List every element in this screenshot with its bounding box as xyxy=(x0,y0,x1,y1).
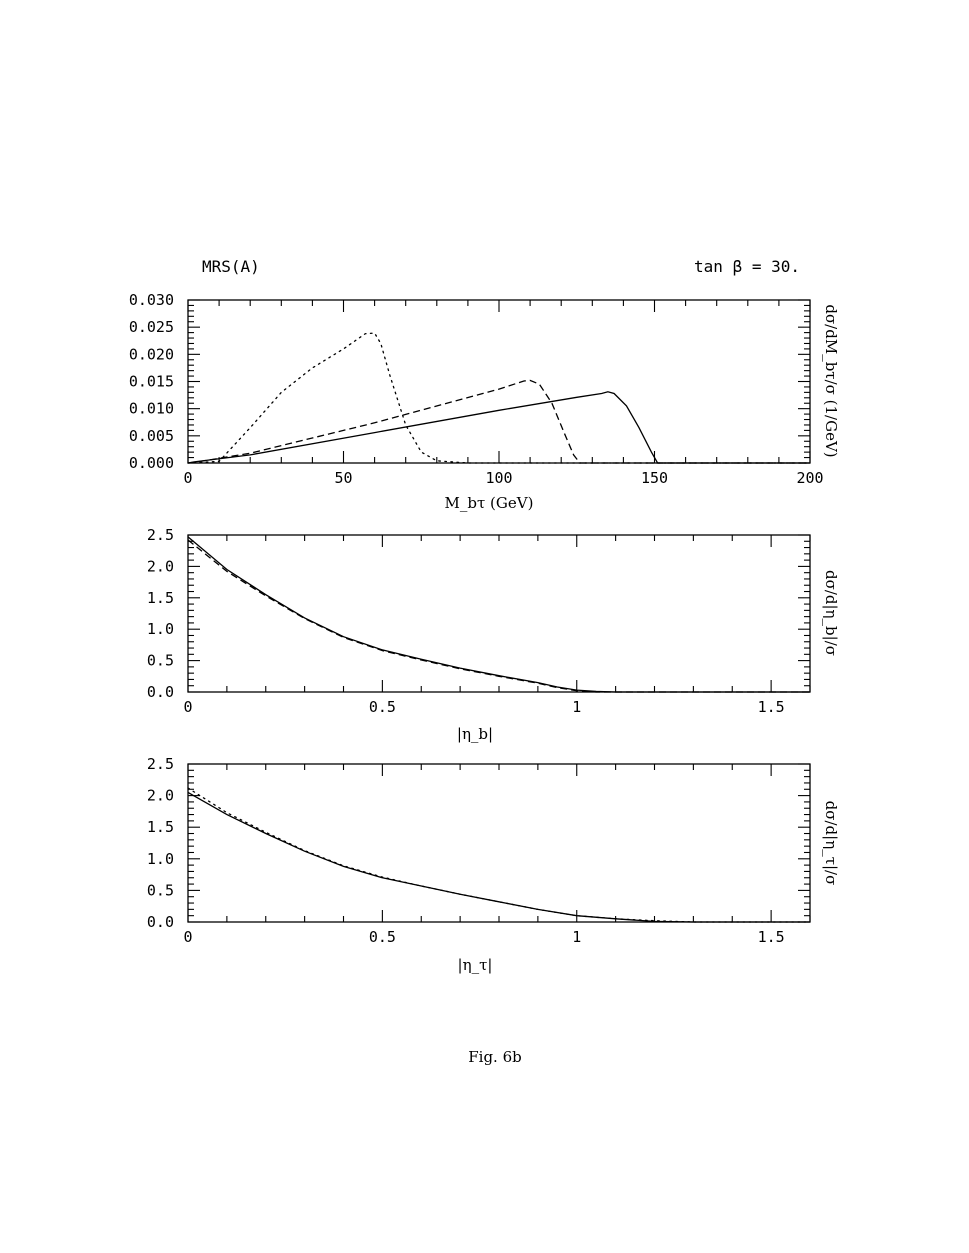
y-tick-label: 1.0 xyxy=(147,850,174,868)
plot-frame xyxy=(187,299,811,464)
axes: 0 50 100 150 200 0.000 0.005 0.010 0.015 0.020 0.0… xyxy=(129,291,824,487)
x-tick-label: 0 xyxy=(183,469,192,487)
x-tick-label: 150 xyxy=(641,469,668,487)
y-tick-label: 0.025 xyxy=(129,318,174,336)
series-group xyxy=(187,787,811,923)
x-tick-label: 0.5 xyxy=(369,698,396,716)
x-tick-label: 0 xyxy=(183,928,192,946)
series-dotted-line xyxy=(187,787,811,923)
y-tick-label: 1.0 xyxy=(147,620,174,638)
series-solid-line xyxy=(187,536,810,693)
plot-frame xyxy=(187,534,811,693)
eta-tau-distribution-panel: 0 0.5 1 1.5 0.0 0.5 1.0 1.5 2.0 2.5 |η_τ| dσ/d|η_… xyxy=(147,755,840,974)
series-group xyxy=(187,332,811,464)
figure-caption: Fig. 6b xyxy=(468,1048,522,1066)
x-tick-label: 200 xyxy=(796,469,823,487)
y-tick-label: 1.5 xyxy=(147,818,174,836)
x-axis-label: |η_τ| xyxy=(458,956,493,974)
y-tick-label: 2.5 xyxy=(147,526,174,544)
y-tick-label: 0.015 xyxy=(129,373,174,391)
y-tick-label: 0.020 xyxy=(129,345,174,363)
y-tick-label: 0.0 xyxy=(147,683,174,701)
y-tick-label: 0.5 xyxy=(147,881,174,899)
x-tick-label: 100 xyxy=(485,469,512,487)
plot-frame xyxy=(187,763,811,923)
y-axis-label: dσ/d|η_τ|/σ xyxy=(822,801,840,886)
series-dashed-line xyxy=(187,379,810,464)
eta-b-distribution-panel: 0 0.5 1 1.5 0.0 0.5 1.0 1.5 2.0 2.5 |η_b| dσ/d|η_… xyxy=(147,526,840,743)
y-tick-label: 0.030 xyxy=(129,291,174,309)
series-solid-line xyxy=(187,791,810,923)
axes: 0 0.5 1 1.5 0.0 0.5 1.0 1.5 2.0 2.5 xyxy=(147,526,811,716)
x-tick-label: 1 xyxy=(572,698,581,716)
x-tick-label: 0 xyxy=(183,698,192,716)
y-tick-label: 0.010 xyxy=(129,400,174,418)
pdf-set-label: MRS(A) xyxy=(202,257,260,276)
y-axis-label: dσ/dM_bτ/σ (1/GeV) xyxy=(822,304,840,457)
x-tick-label: 50 xyxy=(334,469,352,487)
series-group xyxy=(187,536,810,693)
series-solid-line xyxy=(187,391,810,464)
axes: 0 0.5 1 1.5 0.0 0.5 1.0 1.5 2.0 2.5 xyxy=(147,755,811,946)
x-axis-label: M_bτ (GeV) xyxy=(445,494,534,512)
y-tick-label: 1.5 xyxy=(147,589,174,607)
x-tick-label: 0.5 xyxy=(369,928,396,946)
y-tick-label: 0.5 xyxy=(147,652,174,670)
x-axis-label: |η_b| xyxy=(457,725,493,743)
x-tick-label: 1.5 xyxy=(758,928,785,946)
y-tick-label: 0.005 xyxy=(129,427,174,445)
series-dashed-line xyxy=(187,539,810,693)
mass-distribution-panel: 0 50 100 150 200 0.000 0.005 0.010 0.015 0.020 0.0… xyxy=(129,291,840,512)
y-tick-label: 0.000 xyxy=(129,454,174,472)
y-tick-label: 2.5 xyxy=(147,755,174,773)
y-axis-label: dσ/d|η_b|/σ xyxy=(822,570,840,656)
y-tick-label: 2.0 xyxy=(147,557,174,575)
y-tick-label: 0.0 xyxy=(147,913,174,931)
tan-beta-label: tan β = 30. xyxy=(694,257,800,276)
x-tick-label: 1 xyxy=(572,928,581,946)
series-dotted-line xyxy=(187,332,811,464)
y-tick-label: 2.0 xyxy=(147,787,174,805)
x-tick-label: 1.5 xyxy=(758,698,785,716)
